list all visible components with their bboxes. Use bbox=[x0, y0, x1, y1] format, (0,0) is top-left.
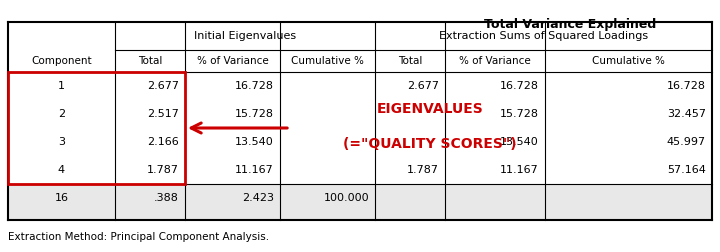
Text: Total Variance Explained: Total Variance Explained bbox=[484, 18, 656, 31]
Text: 11.167: 11.167 bbox=[235, 165, 274, 175]
Text: (="QUALITY SCORES"): (="QUALITY SCORES") bbox=[343, 137, 517, 151]
Text: 16.728: 16.728 bbox=[667, 81, 706, 91]
Text: 2.423: 2.423 bbox=[242, 193, 274, 203]
Text: 3: 3 bbox=[58, 137, 65, 147]
Text: 13.540: 13.540 bbox=[500, 137, 539, 147]
Text: 57.164: 57.164 bbox=[667, 165, 706, 175]
Text: Initial Eigenvalues: Initial Eigenvalues bbox=[194, 31, 296, 41]
Text: 11.167: 11.167 bbox=[500, 165, 539, 175]
Text: Component: Component bbox=[31, 56, 92, 66]
Text: EIGENVALUES: EIGENVALUES bbox=[377, 102, 483, 116]
Text: 15.728: 15.728 bbox=[500, 109, 539, 119]
Text: 16.728: 16.728 bbox=[500, 81, 539, 91]
Text: 16: 16 bbox=[55, 193, 68, 203]
Text: 16.728: 16.728 bbox=[235, 81, 274, 91]
Text: 2.677: 2.677 bbox=[147, 81, 179, 91]
Text: 1: 1 bbox=[58, 81, 65, 91]
Text: 45.997: 45.997 bbox=[667, 137, 706, 147]
Text: Total: Total bbox=[138, 56, 162, 66]
Text: 2: 2 bbox=[58, 109, 65, 119]
Text: 1.787: 1.787 bbox=[147, 165, 179, 175]
Text: 4: 4 bbox=[58, 165, 65, 175]
Text: Extraction Sums of Squared Loadings: Extraction Sums of Squared Loadings bbox=[439, 31, 648, 41]
Text: 13.540: 13.540 bbox=[235, 137, 274, 147]
Text: 2.677: 2.677 bbox=[407, 81, 439, 91]
Text: .388: .388 bbox=[154, 193, 179, 203]
Text: 32.457: 32.457 bbox=[667, 109, 706, 119]
Text: Extraction Method: Principal Component Analysis.: Extraction Method: Principal Component A… bbox=[8, 232, 269, 242]
Text: % of Variance: % of Variance bbox=[459, 56, 531, 66]
Text: 2.517: 2.517 bbox=[147, 109, 179, 119]
Text: % of Variance: % of Variance bbox=[197, 56, 269, 66]
Text: 15.728: 15.728 bbox=[235, 109, 274, 119]
Text: 2.166: 2.166 bbox=[148, 137, 179, 147]
Text: Cumulative %: Cumulative % bbox=[592, 56, 665, 66]
Text: Total: Total bbox=[398, 56, 422, 66]
Text: 1.787: 1.787 bbox=[407, 165, 439, 175]
Text: Cumulative %: Cumulative % bbox=[291, 56, 364, 66]
Text: 100.000: 100.000 bbox=[323, 193, 369, 203]
